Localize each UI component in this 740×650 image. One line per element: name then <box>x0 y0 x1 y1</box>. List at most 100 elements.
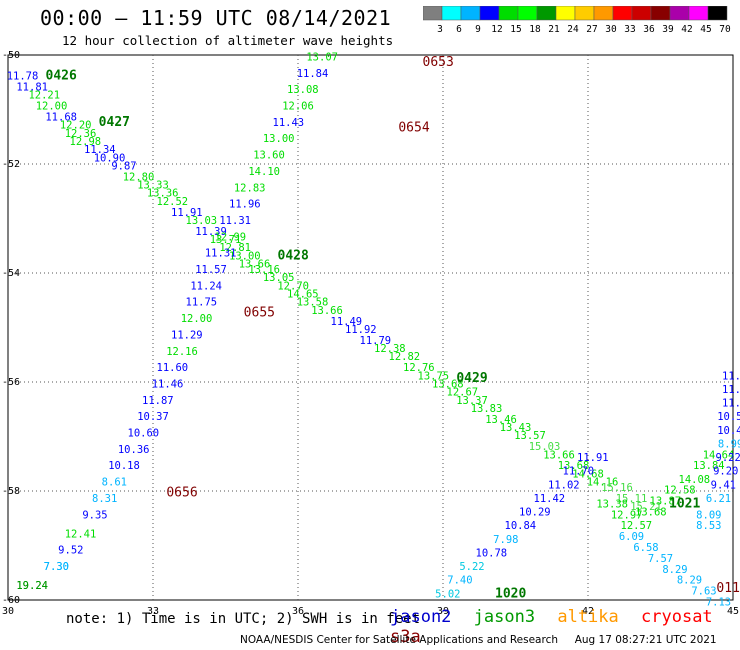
swh-value: 10.84 <box>505 520 537 532</box>
swh-value: 19.24 <box>16 580 48 592</box>
lat-tick-label: -54 <box>2 268 20 279</box>
swh-value: 11.78 <box>7 71 39 83</box>
legend-jason2: jason2 <box>390 607 452 627</box>
swh-value: 15.11 <box>616 493 648 505</box>
swh-value: 11.91 <box>577 452 609 464</box>
colorbar-label: 24 <box>567 24 579 34</box>
swh-value: 13.60 <box>253 150 285 162</box>
swh-value: 10.18 <box>108 460 140 472</box>
swh-value: 12.82 <box>389 351 421 363</box>
swh-value: 12.67 <box>447 387 479 399</box>
swh-value: 11.29 <box>171 329 203 341</box>
swh-value: 12.21 <box>28 90 60 102</box>
swh-value: 13.37 <box>456 395 488 407</box>
swh-value: 11.79 <box>360 335 392 347</box>
lat-tick-label: -50 <box>2 50 20 61</box>
colorbar-label: 45 <box>700 24 711 34</box>
legend-altika: altika <box>557 607 619 627</box>
swh-value: 11.70 <box>563 466 595 478</box>
swh-value: 10.60 <box>128 428 160 440</box>
pass-time-label: 1021 <box>669 496 700 511</box>
pass-time-label: 0426 <box>46 69 77 84</box>
swh-value: 8.99 <box>718 438 740 450</box>
swh-value: 11.24 <box>190 280 222 292</box>
lon-tick-label: 39 <box>437 606 449 617</box>
pass-time-label: 0656 <box>166 485 197 500</box>
swh-value: 13.68 <box>558 460 590 472</box>
swh-value: 13.66 <box>543 449 575 461</box>
swh-value: 11.68 <box>45 111 77 123</box>
swh-value: 13.33 <box>137 180 169 192</box>
swh-value: 14.68 <box>572 468 604 480</box>
swh-value: 13.66 <box>239 259 271 271</box>
swh-value: 13.71 <box>210 234 242 246</box>
swh-value: 11.91 <box>171 207 203 219</box>
swh-value: 12.81 <box>219 242 251 254</box>
swh-value: 11.33 <box>722 398 740 410</box>
swh-value: 11.92 <box>345 324 377 336</box>
swh-value: 11.67 <box>722 370 740 382</box>
swh-value: 9.35 <box>82 509 107 521</box>
swh-value: 11.49 <box>331 316 363 328</box>
swh-value: 13.75 <box>418 370 450 382</box>
map-title: 00:00 – 11:59 UTC 08/14/2021 <box>40 6 392 30</box>
lon-tick-label: 33 <box>147 606 159 617</box>
swh-value: 10.90 <box>94 152 126 164</box>
colorbar-label: 39 <box>662 24 674 34</box>
swh-value: 13.46 <box>485 414 517 426</box>
colorbar-label: 36 <box>643 24 655 34</box>
swh-value: 6.58 <box>633 542 658 554</box>
colorbar-label: 3 <box>437 24 443 34</box>
swh-value: 11.34 <box>84 144 116 156</box>
swh-value: 8.31 <box>92 493 117 505</box>
legend-jason3: jason3 <box>473 607 536 627</box>
swh-value: 13.68 <box>635 507 667 519</box>
swh-value: 14.08 <box>679 474 711 486</box>
pass-time-label: 011 <box>716 581 739 596</box>
legend-cryosat: cryosat <box>641 607 713 627</box>
swh-value: 11.87 <box>142 395 174 407</box>
swh-value: 11.75 <box>186 297 218 309</box>
swh-value: 14.65 <box>287 289 319 301</box>
swh-value: 12.80 <box>123 171 155 183</box>
swh-value: 12.57 <box>621 520 653 532</box>
swh-value: 14.10 <box>248 166 280 178</box>
swh-value: 9.87 <box>111 160 136 172</box>
swh-value: 11.39 <box>195 226 227 238</box>
swh-value: 11.96 <box>229 199 261 211</box>
colorbar-label: 42 <box>681 24 692 34</box>
swh-value: 7.57 <box>648 553 673 565</box>
swh-value: 8.61 <box>102 477 127 489</box>
swh-value: 13.83 <box>471 403 503 415</box>
swh-value: 5.22 <box>459 561 484 573</box>
swh-value: 12.99 <box>215 231 247 243</box>
lat-tick-label: -58 <box>2 486 20 497</box>
swh-value: 13.03 <box>186 215 218 227</box>
swh-value: 13.58 <box>297 297 329 309</box>
swh-value: 10.36 <box>118 444 150 456</box>
swh-value: 12.00 <box>181 313 213 325</box>
pass-time-label: 1020 <box>495 586 526 601</box>
colorbar-label: 6 <box>456 24 462 34</box>
swh-value: 12.36 <box>65 128 97 140</box>
colorbar-label: 21 <box>548 24 560 34</box>
credit-org: NOAA/NESDIS Center for Satellite Applica… <box>240 634 558 646</box>
swh-value: 11.31 <box>219 215 251 227</box>
pass-time-label: 0655 <box>244 306 275 321</box>
swh-value: 13.66 <box>311 305 343 317</box>
swh-value: 10.58 <box>717 411 740 423</box>
swh-value: 13.00 <box>263 133 295 145</box>
credit-spacer <box>561 634 571 646</box>
pass-time-label: 0654 <box>398 120 429 135</box>
swh-value: 7.30 <box>44 561 69 573</box>
swh-value: 11.23 <box>722 384 740 396</box>
swh-value: 11.42 <box>534 493 566 505</box>
swh-value: 12.70 <box>277 280 309 292</box>
colorbar-label: 18 <box>529 24 541 34</box>
credit-timestamp: Aug 17 08:27:21 UTC 2021 <box>574 634 717 646</box>
lon-tick-label: 42 <box>582 606 594 617</box>
swh-value: 9.20 <box>713 466 738 478</box>
swh-value: 13.36 <box>147 188 179 200</box>
